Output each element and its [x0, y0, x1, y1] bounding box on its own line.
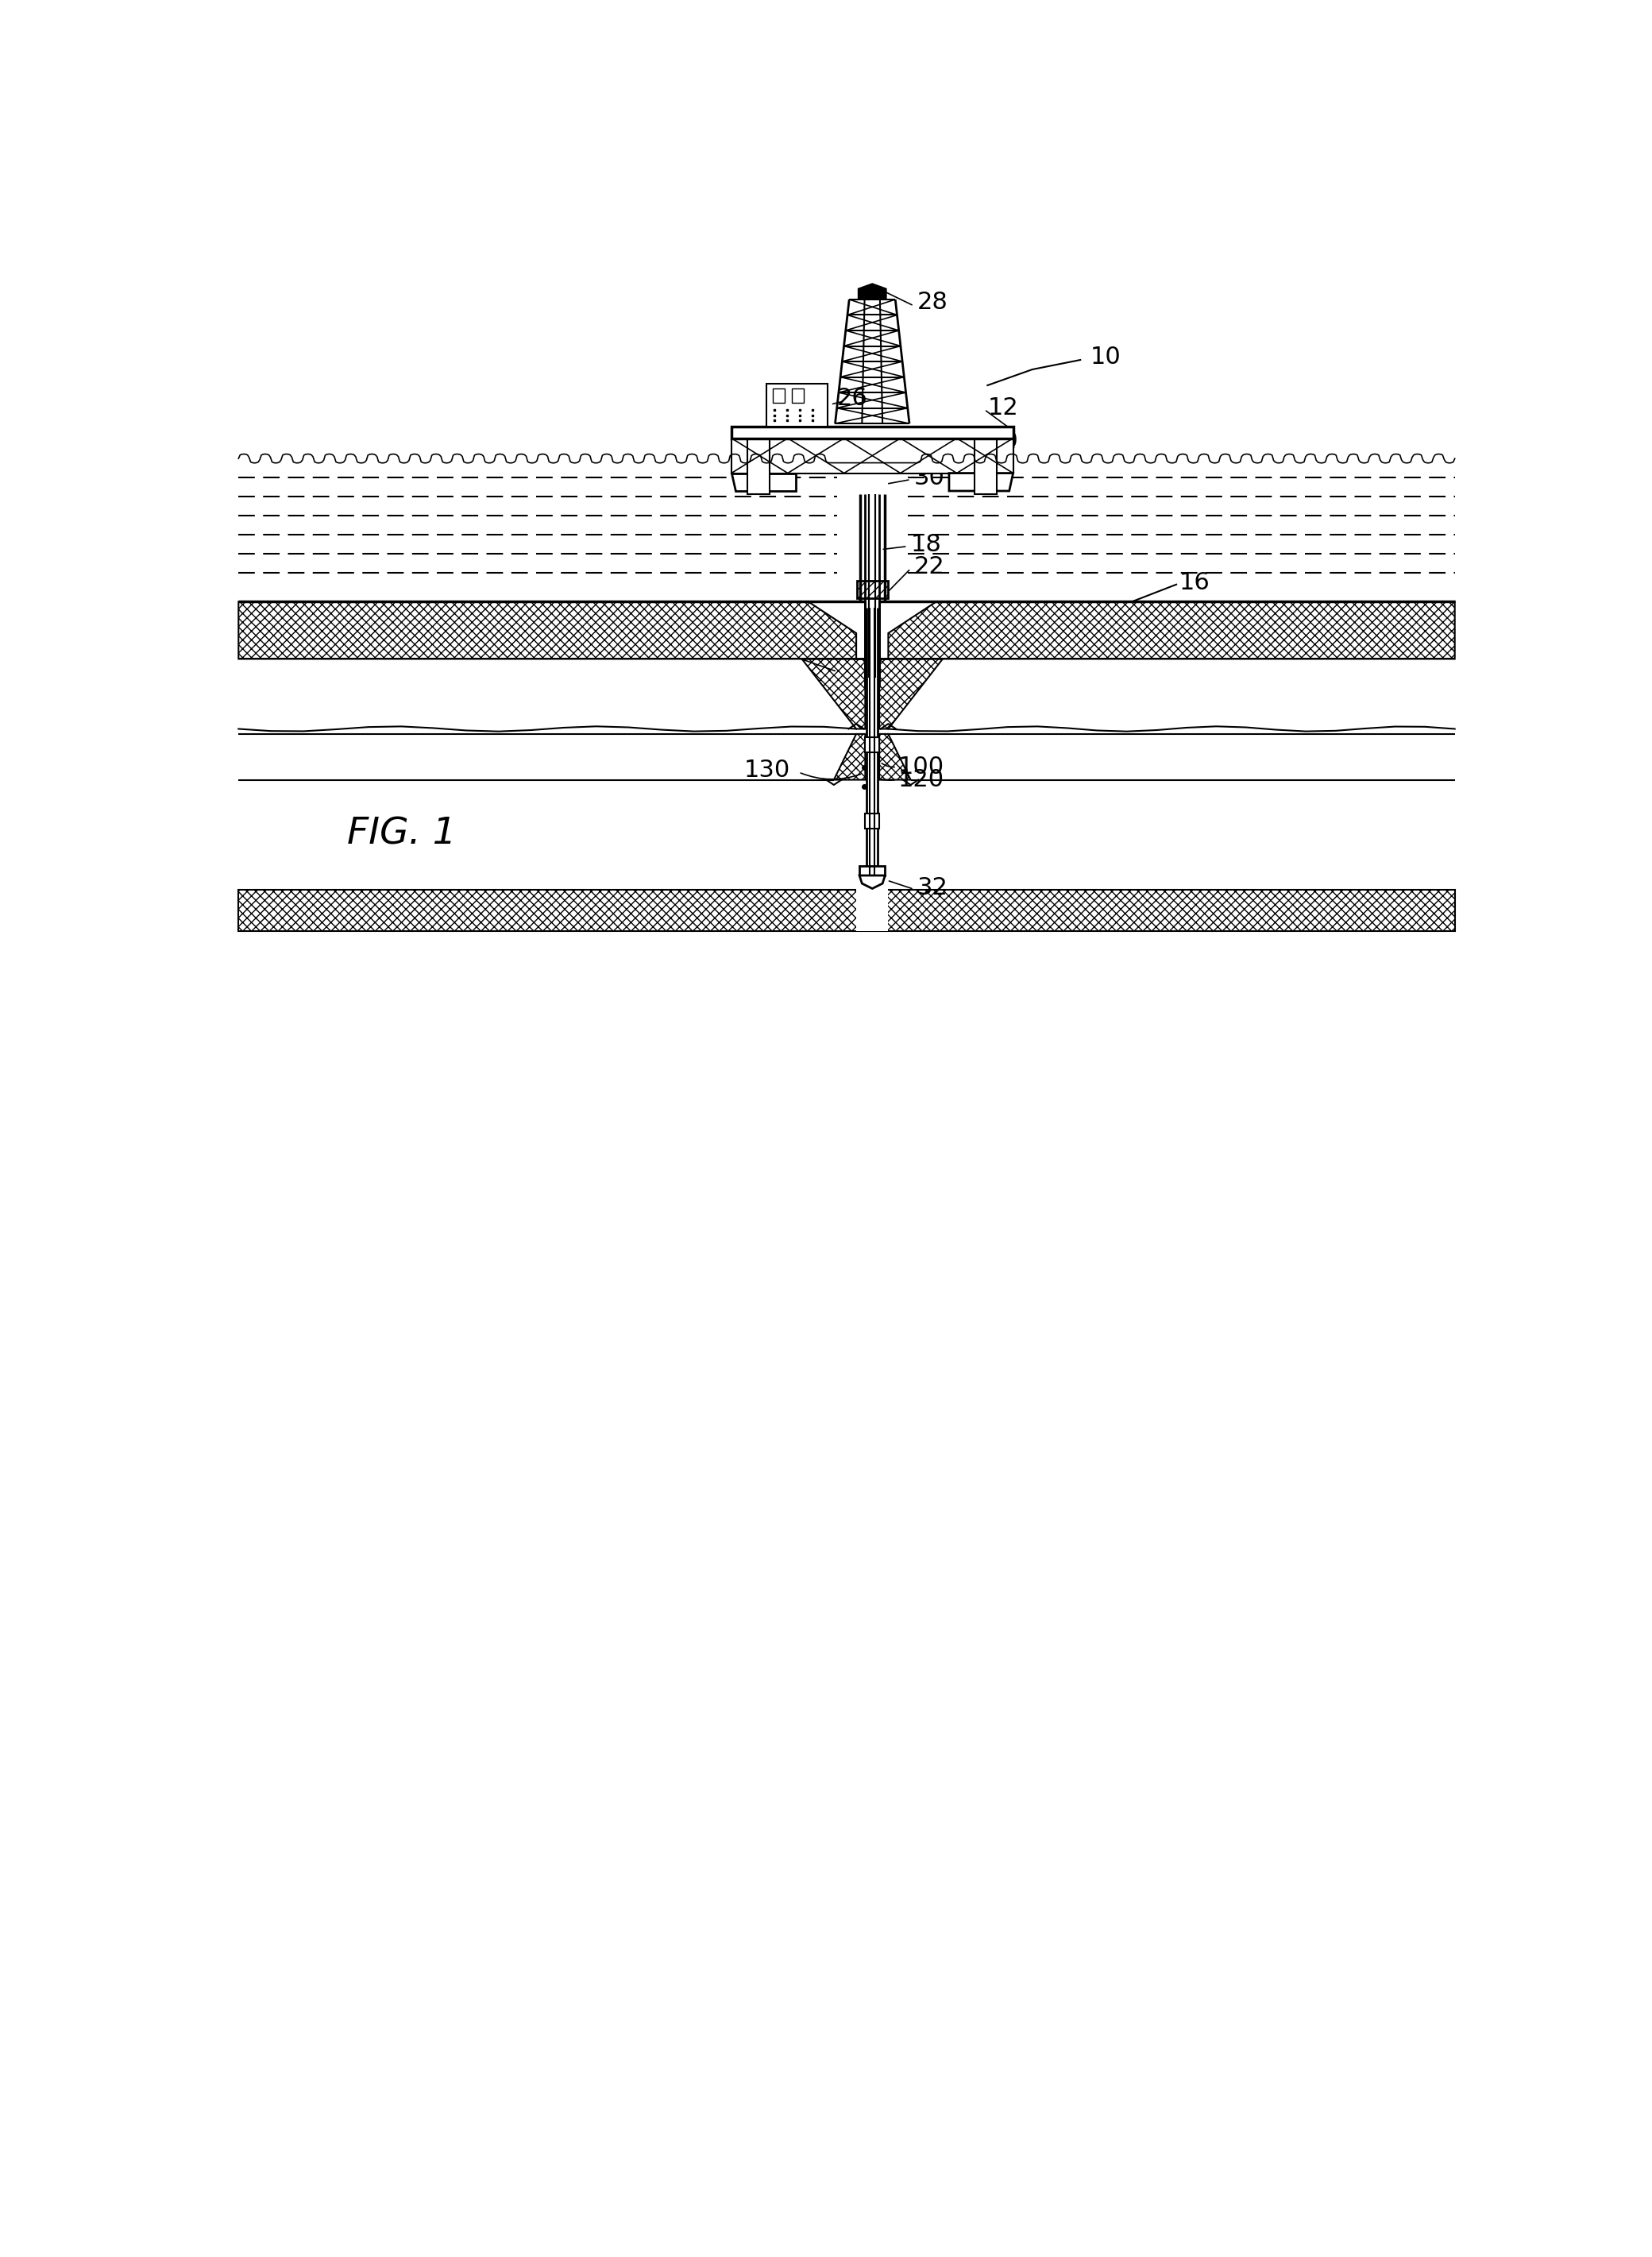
Text: 22: 22	[914, 555, 945, 578]
Bar	[859, 867, 885, 876]
Text: 28: 28	[917, 291, 948, 314]
Bar	[238, 889, 1455, 932]
Bar	[856, 887, 889, 932]
Bar	[866, 813, 879, 828]
Polygon shape	[859, 876, 885, 889]
Polygon shape	[857, 284, 887, 300]
Bar	[773, 388, 785, 402]
Text: 10: 10	[1090, 345, 1120, 368]
Bar	[793, 388, 805, 402]
Polygon shape	[879, 734, 910, 779]
Polygon shape	[834, 734, 866, 779]
Polygon shape	[732, 474, 796, 492]
Text: 12: 12	[988, 395, 1018, 420]
Bar	[864, 596, 881, 666]
Text: 16: 16	[1180, 571, 1211, 594]
Text: 120: 120	[899, 767, 943, 792]
Text: 100: 100	[899, 756, 943, 779]
Bar	[857, 580, 887, 598]
Bar	[866, 738, 879, 752]
Bar	[732, 438, 1013, 474]
Text: 20: 20	[988, 429, 1018, 454]
Text: 30: 30	[914, 467, 945, 490]
Bar	[975, 438, 998, 494]
Bar	[747, 438, 770, 494]
Text: 18: 18	[910, 533, 942, 555]
Polygon shape	[238, 603, 1455, 659]
Polygon shape	[879, 659, 943, 729]
Text: FIG. 1: FIG. 1	[347, 817, 456, 851]
Text: 26: 26	[838, 386, 867, 409]
Text: 32: 32	[917, 876, 948, 901]
Bar	[767, 384, 828, 427]
Polygon shape	[948, 474, 1013, 492]
Text: 40: 40	[719, 639, 750, 661]
Polygon shape	[801, 659, 866, 729]
Text: 130: 130	[745, 758, 791, 781]
Bar	[732, 427, 1013, 438]
